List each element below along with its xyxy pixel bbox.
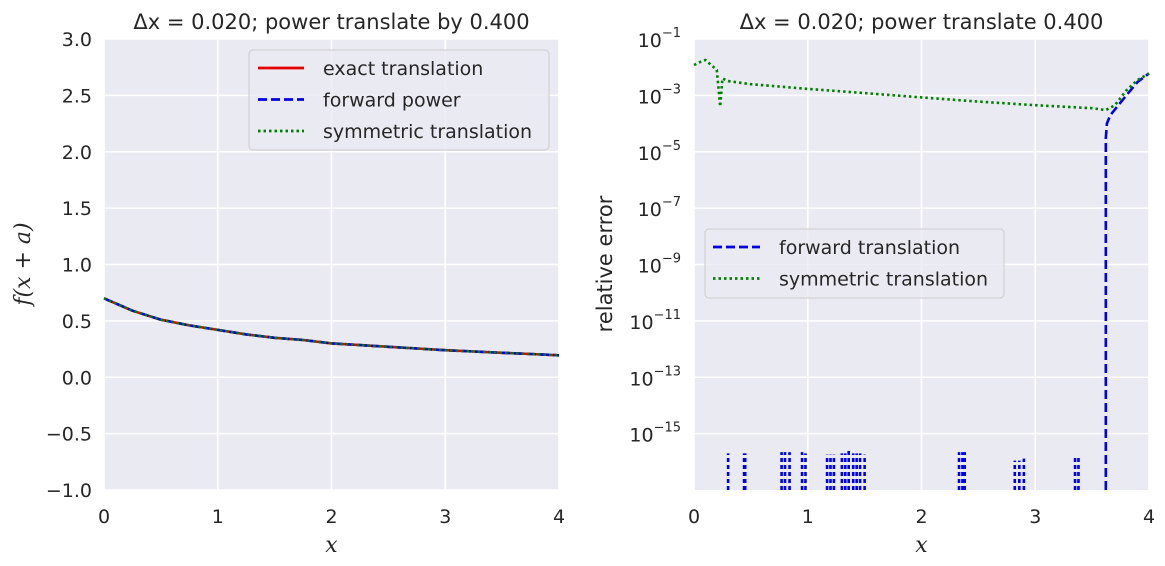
left-y-tick-label: 3.0 xyxy=(62,29,92,51)
right-x-tick-label: 3 xyxy=(1029,506,1041,528)
legend-label: symmetric translation xyxy=(323,121,532,143)
legend-label: symmetric translation xyxy=(779,269,988,291)
left-series-line xyxy=(103,297,560,357)
right-y-tick-label: 10−11 xyxy=(629,308,681,334)
right-legend: forward translation symmetric translation xyxy=(704,228,1005,299)
right-x-axis-label: x xyxy=(915,533,928,558)
right-x-tick-labels: 0 1 2 3 4 xyxy=(688,506,1155,528)
left-y-axis-label: f(x + a) xyxy=(11,222,36,307)
left-y-tick-label: 0.0 xyxy=(62,367,92,389)
left-chart-title: Δx = 0.020; power translate by 0.400 xyxy=(133,10,529,34)
right-y-tick-label: 10−13 xyxy=(629,364,681,390)
right-x-tick-label: 1 xyxy=(802,506,814,528)
left-y-tick-label: −1.0 xyxy=(46,480,92,502)
left-y-tick-label: 2.0 xyxy=(62,142,92,164)
right-legend-box xyxy=(704,228,1005,299)
left-y-tick-label: 0.5 xyxy=(62,311,92,333)
left-y-tick-labels: −1.0 −0.5 0.0 0.5 1.0 1.5 2.0 2.5 3.0 xyxy=(46,29,92,502)
left-x-tick-label: 4 xyxy=(553,506,565,528)
left-y-tick-label: 1.5 xyxy=(62,198,92,220)
right-x-tick-label: 4 xyxy=(1143,506,1155,528)
left-legend: exact translation forward power symmetric … xyxy=(248,49,550,151)
legend-label: forward power xyxy=(323,90,461,112)
left-x-tick-label: 2 xyxy=(325,506,337,528)
right-series-lines xyxy=(693,58,1150,490)
right-x-tick-label: 0 xyxy=(688,506,700,528)
right-y-tick-label: 10−5 xyxy=(638,139,681,165)
right-y-tick-label: 10−3 xyxy=(638,82,681,108)
left-y-tick-label: 2.5 xyxy=(62,85,92,107)
left-x-tick-label: 1 xyxy=(212,506,224,528)
left-chart-panel: 0 1 2 3 4 −1.0 −0.5 0.0 0.5 1.0 1.5 2.0 2.5 3.0 Δx =… xyxy=(11,10,565,558)
left-y-tick-label: 1.0 xyxy=(62,255,92,277)
left-x-tick-labels: 0 1 2 3 4 xyxy=(98,506,565,528)
left-x-axis-label: x xyxy=(325,533,338,558)
legend-label: exact translation xyxy=(323,58,483,80)
right-y-tick-label: 10−9 xyxy=(638,252,681,278)
right-series-line xyxy=(1104,72,1150,490)
left-y-tick-label: −0.5 xyxy=(46,424,92,446)
left-x-tick-label: 0 xyxy=(98,506,110,528)
left-legend-box xyxy=(248,49,550,151)
right-y-tick-labels: 10−15 10−13 10−11 10−9 10−7 10−5 10−3 10−1 xyxy=(629,26,681,447)
right-y-axis-label: relative error xyxy=(593,195,617,332)
legend-label: forward translation xyxy=(779,237,960,259)
left-x-tick-label: 3 xyxy=(439,506,451,528)
right-y-tick-label: 10−7 xyxy=(638,195,681,221)
right-y-tick-label: 10−1 xyxy=(638,26,681,52)
right-y-tick-label: 10−15 xyxy=(629,421,681,447)
right-x-tick-label: 2 xyxy=(915,506,927,528)
left-series-lines xyxy=(103,297,560,357)
right-chart-title: Δx = 0.020; power translate 0.400 xyxy=(740,10,1104,34)
